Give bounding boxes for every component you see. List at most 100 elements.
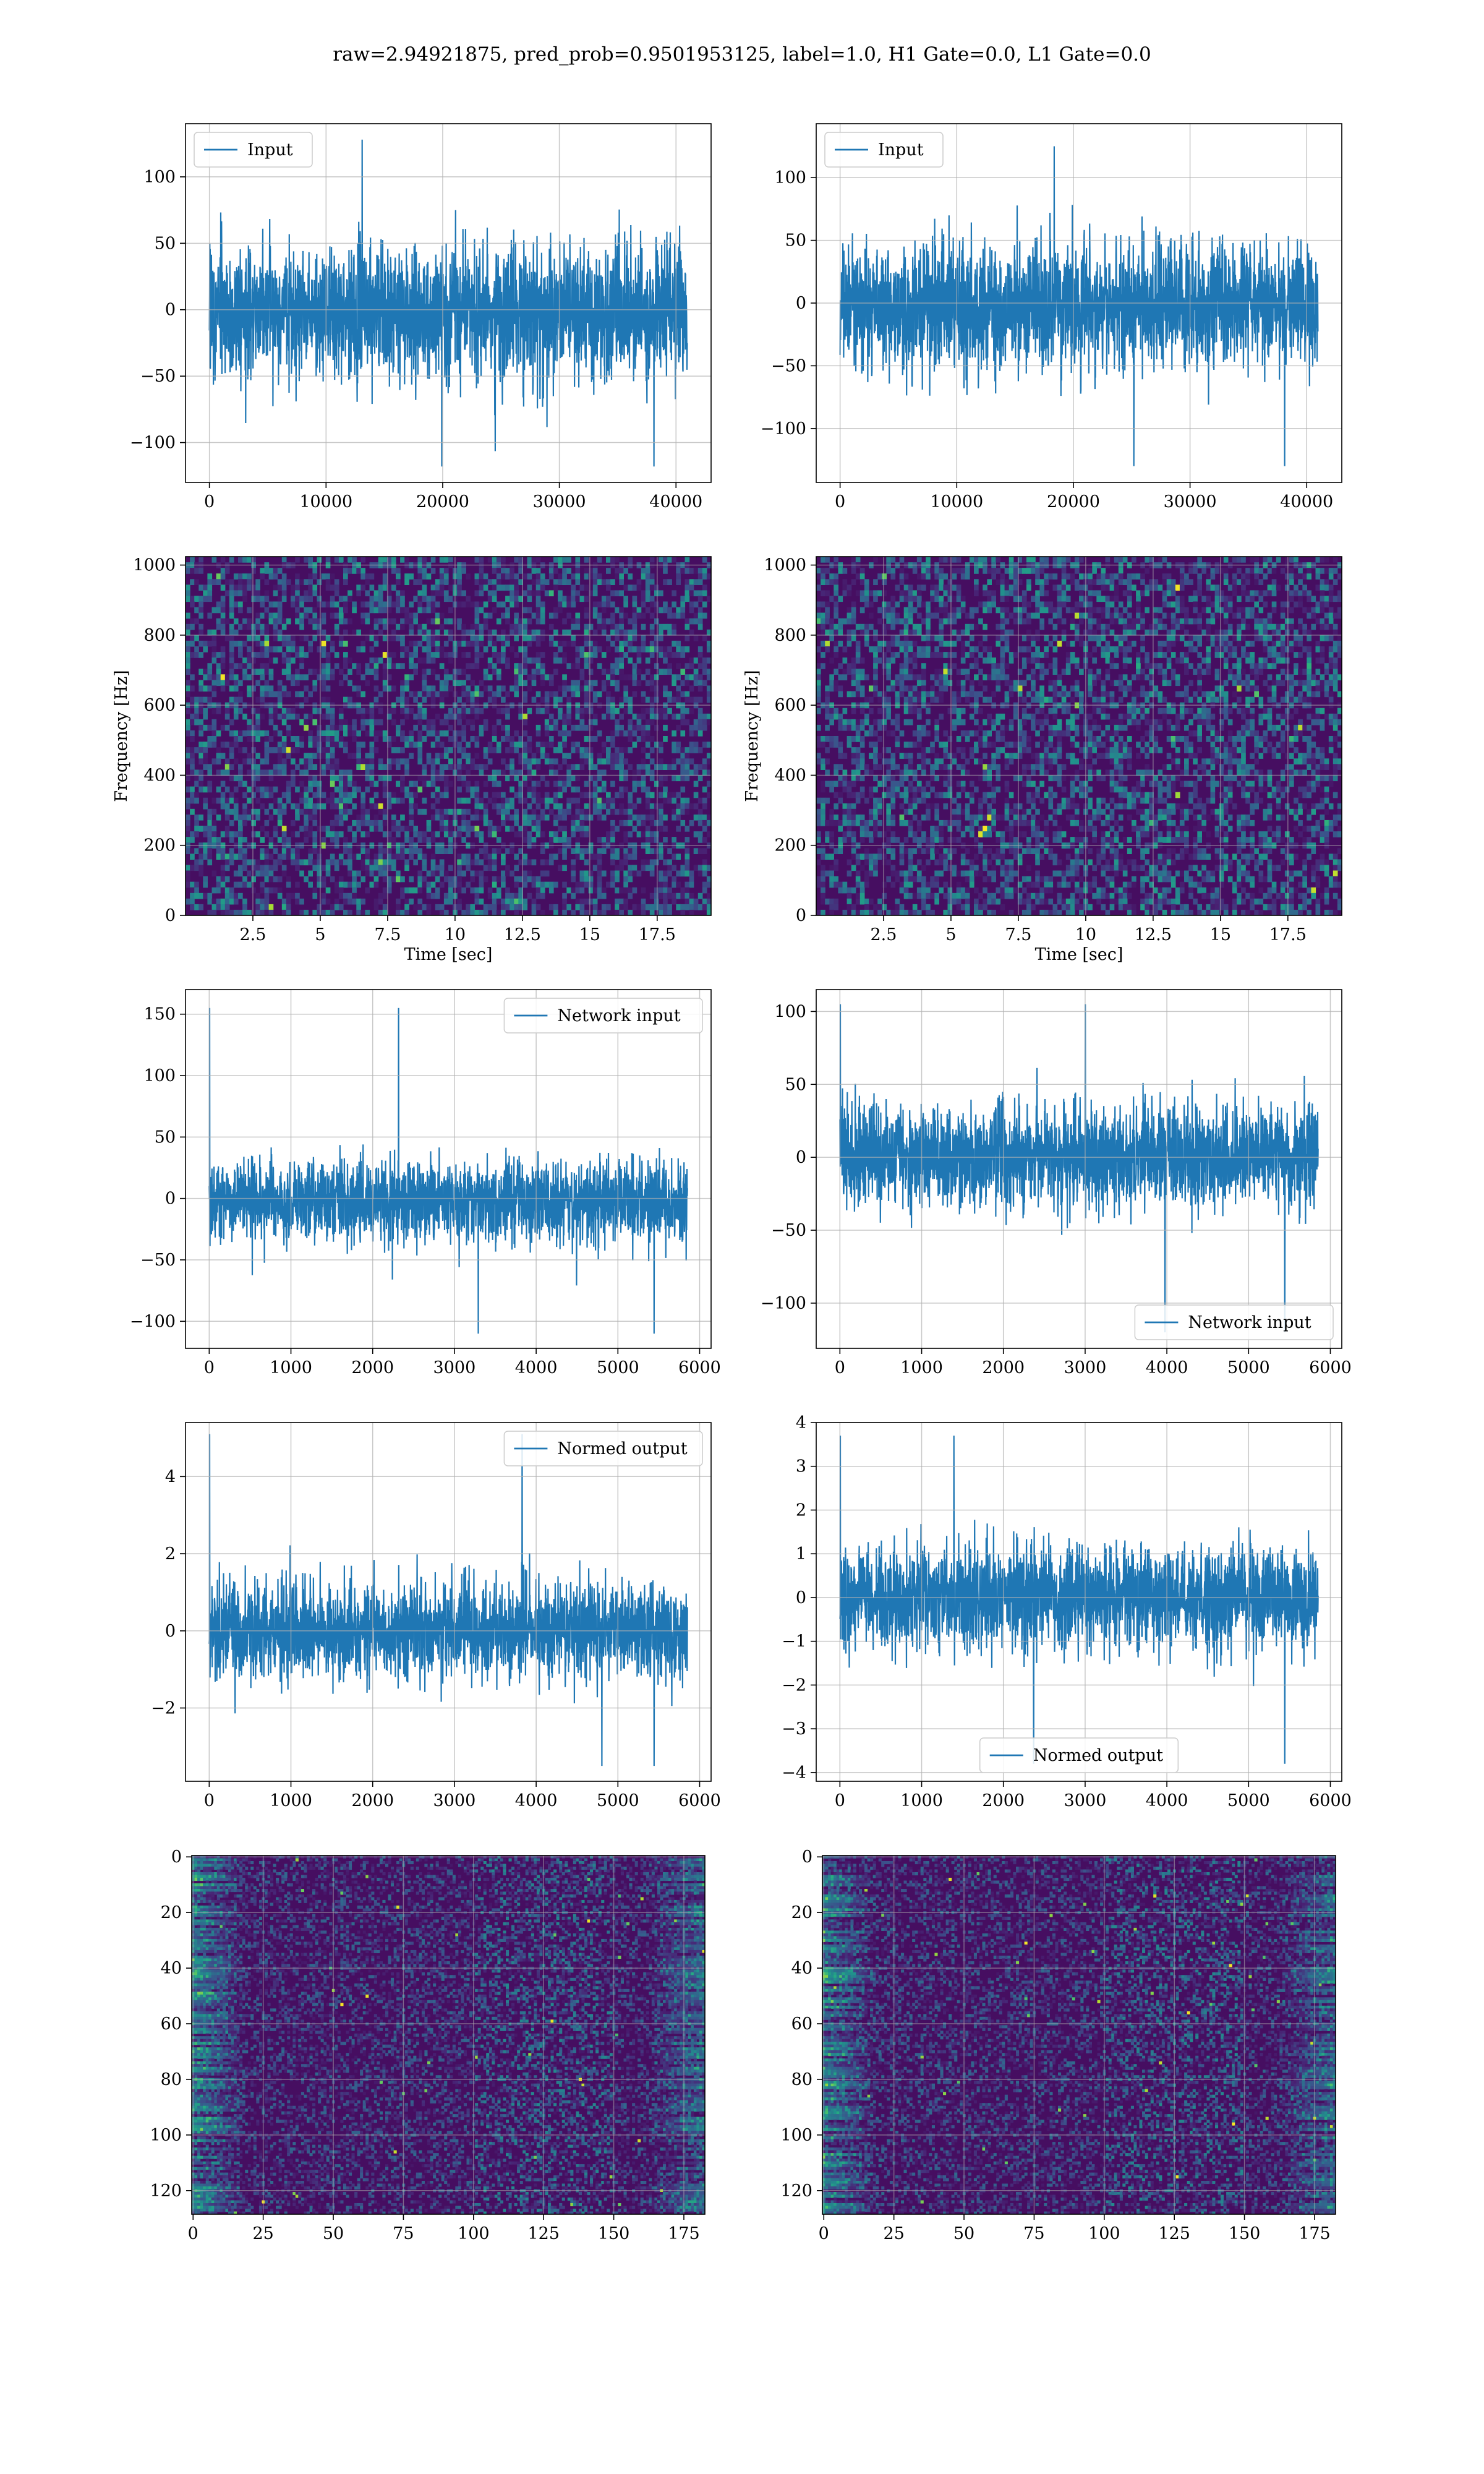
y-tick-label: 200 [143,836,176,855]
y-tick-label: 400 [143,766,176,785]
x-tick-label: 5000 [597,1358,639,1377]
y-tick-label: 0 [165,1189,176,1209]
y-tick-label: −50 [771,356,806,375]
y-tick-label: 60 [161,2014,182,2034]
x-tick-label: 30000 [1164,492,1217,511]
x-tick-label: 75 [1023,2224,1044,2243]
y-tick-label: 0 [165,301,176,320]
y-tick-label: 1000 [133,556,176,575]
y-tick-label: −1 [782,1632,806,1651]
y-tick-label: 80 [791,2070,812,2089]
y-tick-label: 60 [791,2014,812,2034]
x-tick-label: 25 [883,2224,904,2243]
x-tick-label: 6000 [678,1791,721,1810]
legend-label: Input [878,140,924,160]
y-tick-label: −100 [130,1312,176,1331]
y-tick-label: 0 [165,1622,176,1641]
x-tick-label: 50 [323,2224,344,2243]
y-axis-label: Frequency [Hz] [112,670,131,802]
y-tick-label: 1000 [764,556,806,575]
x-tick-label: 25 [252,2224,273,2243]
y-tick-label: 80 [161,2070,182,2089]
x-tick-label: 75 [393,2224,414,2243]
axes-frame [185,989,712,1349]
x-tick-label: 150 [1229,2224,1261,2243]
x-tick-label: 1000 [900,1358,943,1377]
panel-row3-right: 0 1000 2000 3000 4000 5000 6000 −100 −50 0 50 100 Ne… [761,989,1352,1377]
x-tick-label: 3000 [433,1358,476,1377]
axes-frame [185,1422,712,1782]
y-tick-label: 400 [774,766,806,785]
y-tick-label: 600 [143,696,176,715]
x-tick-label: 175 [1298,2224,1331,2243]
y-tick-label: −2 [782,1676,806,1695]
x-tick-label: 125 [527,2224,560,2243]
y-tick-label: 1 [796,1544,806,1564]
y-tick-label: 100 [774,1002,806,1021]
y-tick-label: 3 [796,1457,806,1476]
x-tick-label: 0 [835,1791,845,1810]
legend: Input [824,132,944,168]
x-axis-label: Time [sec] [404,945,493,964]
x-tick-label: 10 [1075,925,1096,944]
y-tick-label: 50 [155,1128,176,1147]
y-tick-label: 20 [791,1903,812,1922]
panel-row1-right: 0 10000 20000 30000 40000 −100 −50 0 50 100 Input [761,123,1342,511]
legend: Normed output [503,1431,703,1466]
axes-frame [816,556,1342,916]
x-tick-label: 150 [598,2224,630,2243]
y-tick-label: 0 [796,1148,806,1167]
y-tick-label: 100 [143,168,176,187]
x-tick-label: 0 [204,1358,215,1377]
x-tick-label: 0 [835,492,845,511]
y-tick-label: −50 [140,367,176,386]
x-tick-label: 1000 [900,1791,943,1810]
panel-row3-left: 0 1000 2000 3000 4000 5000 6000 −100 −50 0 50 100 15… [130,989,721,1377]
legend-box [979,1737,1179,1773]
y-tick-label: 0 [796,294,806,313]
x-tick-label: 3000 [433,1791,476,1810]
panel-row5-left: 0 25 50 75 100 125 150 175 0 20 40 60 80 100 120 [150,1847,706,2243]
panel-row2-left: 2.5 5 7.5 10 12.5 15 17.5 0 200 400 600 800 1000 Time… [112,556,712,964]
legend-box [194,132,313,168]
y-tick-label: −2 [151,1699,176,1718]
x-tick-label: 3000 [1064,1791,1107,1810]
axes-frame [822,1855,1336,2215]
x-tick-label: 12.5 [1135,925,1172,944]
y-tick-label: 0 [796,1588,806,1607]
x-tick-label: 30000 [533,492,586,511]
y-tick-label: −100 [761,419,806,439]
legend-box [824,132,944,168]
x-tick-label: 15 [1210,925,1231,944]
x-tick-label: 2000 [982,1358,1025,1377]
y-tick-label: 20 [161,1903,182,1922]
x-tick-label: 5000 [1227,1358,1270,1377]
y-tick-label: 0 [802,1847,812,1867]
x-tick-label: 7.5 [1005,925,1031,944]
y-tick-label: 800 [143,626,176,645]
y-tick-label: −4 [782,1763,806,1783]
x-tick-label: 4000 [1146,1358,1188,1377]
legend-label: Normed output [1033,1746,1163,1765]
x-tick-label: 4000 [515,1358,558,1377]
y-tick-label: −50 [140,1251,176,1270]
y-tick-label: −100 [761,1294,806,1313]
series-line [839,146,1319,466]
x-tick-label: 6000 [1309,1358,1352,1377]
y-tick-label: 2 [796,1500,806,1520]
plot-area [839,1436,1319,1764]
x-tick-label: 4000 [1146,1791,1188,1810]
x-tick-label: 2.5 [870,925,897,944]
y-tick-label: 100 [143,1066,176,1085]
y-tick-label: 4 [796,1413,806,1432]
y-tick-label: 40 [791,1959,812,1978]
series-line [208,139,688,467]
plot-area [192,1856,705,2214]
x-tick-label: 2000 [982,1791,1025,1810]
y-tick-label: 0 [165,906,176,925]
x-tick-label: 17.5 [1269,925,1307,944]
x-tick-label: 0 [835,1358,845,1377]
y-tick-label: 120 [150,2181,182,2201]
x-tick-label: 0 [819,2224,829,2243]
